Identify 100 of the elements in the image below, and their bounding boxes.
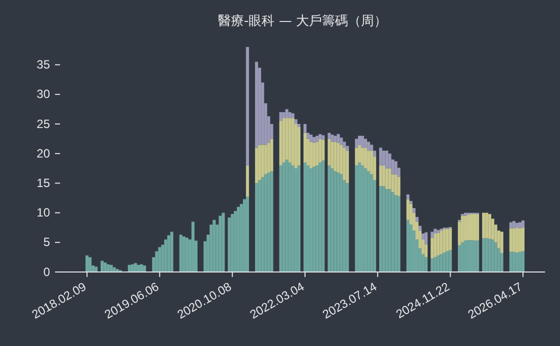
bar	[367, 142, 370, 151]
bar	[364, 138, 368, 148]
bar	[482, 212, 486, 238]
bar	[509, 228, 512, 252]
bar	[394, 161, 398, 174]
bar	[255, 183, 258, 272]
bar	[318, 138, 322, 162]
bar	[143, 265, 146, 272]
bar	[303, 132, 307, 162]
bar	[328, 138, 331, 166]
bar	[406, 194, 410, 200]
bar	[288, 112, 292, 118]
bar	[521, 220, 524, 228]
bar	[385, 150, 388, 168]
bar	[512, 221, 516, 228]
bar	[158, 247, 162, 272]
bar	[342, 142, 346, 148]
bar	[322, 140, 325, 161]
y-tick-label: 20	[36, 146, 50, 160]
bar	[361, 136, 364, 148]
bar	[112, 267, 116, 272]
bar	[306, 132, 310, 139]
bar	[191, 222, 194, 272]
bar	[430, 258, 434, 272]
bar	[282, 112, 286, 118]
bar	[246, 47, 249, 166]
bar	[318, 134, 322, 139]
y-tick-label: 15	[36, 176, 50, 190]
bar	[409, 200, 412, 204]
bar	[100, 260, 104, 272]
bar	[104, 262, 107, 272]
bar	[179, 234, 182, 272]
bar	[255, 62, 258, 148]
bar	[385, 168, 388, 190]
bar	[458, 245, 461, 272]
bar	[322, 135, 325, 140]
bar	[379, 165, 382, 186]
bar	[397, 196, 400, 272]
bar	[334, 136, 337, 142]
bar	[282, 118, 286, 162]
chart-title: 醫療-眼科 — 大戶籌碼（周）	[218, 14, 387, 29]
bar	[482, 238, 486, 272]
bar	[86, 255, 89, 272]
bar	[285, 109, 288, 118]
bar	[310, 134, 313, 142]
bar	[379, 186, 382, 272]
bar	[328, 165, 331, 272]
y-tick-label: 10	[36, 206, 50, 220]
bar	[346, 150, 349, 184]
bar	[340, 138, 343, 145]
bar	[303, 124, 307, 133]
y-tick-label: 35	[36, 58, 50, 72]
bar	[394, 174, 398, 196]
bar	[424, 257, 428, 272]
bar	[518, 222, 522, 228]
bar	[521, 251, 524, 272]
bar	[322, 160, 325, 272]
bar	[412, 208, 416, 213]
bar	[515, 222, 518, 228]
bar	[267, 142, 270, 173]
bar	[354, 165, 358, 272]
bar	[358, 136, 362, 145]
bar	[358, 144, 362, 162]
bar	[342, 148, 346, 180]
bar	[328, 132, 331, 139]
bar	[416, 216, 419, 222]
bar	[228, 218, 231, 272]
y-tick-label: 0	[43, 264, 50, 279]
bar	[110, 264, 113, 272]
bar	[418, 226, 422, 231]
bar	[448, 228, 452, 250]
bar	[94, 266, 98, 272]
bar	[88, 257, 92, 272]
bar	[464, 212, 467, 216]
bar	[303, 162, 307, 272]
bar	[367, 150, 370, 172]
bar	[297, 126, 300, 166]
bar	[509, 222, 512, 228]
bar	[397, 176, 400, 196]
bar	[446, 228, 449, 252]
bar	[336, 142, 340, 173]
bar	[476, 240, 480, 272]
bar	[291, 113, 294, 118]
bar	[476, 214, 480, 241]
bar	[424, 232, 428, 244]
bar	[370, 144, 374, 151]
bar	[388, 168, 392, 190]
bar	[436, 232, 440, 256]
bar	[434, 228, 437, 234]
bar	[155, 251, 158, 272]
bar	[285, 118, 288, 160]
bar	[294, 119, 298, 124]
y-tick-label: 5	[43, 235, 50, 250]
bar	[521, 228, 524, 252]
bar	[279, 121, 282, 166]
bar	[430, 238, 434, 258]
bar	[500, 232, 504, 254]
bar	[279, 165, 282, 272]
bar	[440, 230, 443, 254]
bar	[270, 138, 274, 172]
